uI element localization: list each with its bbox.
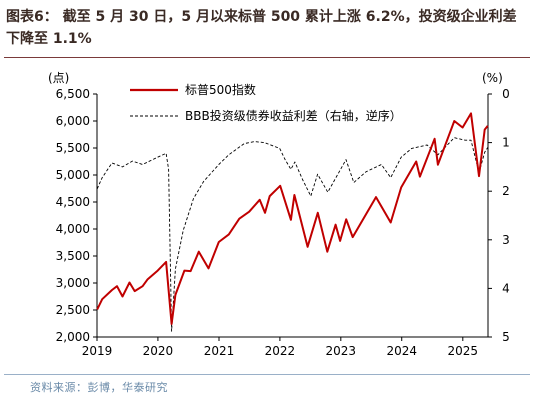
x-tick-label: 2022 (265, 344, 296, 358)
legend: 标普500指数 BBB投资级债券收益利差（右轴，逆序） (130, 82, 402, 123)
x-tick-label: 2020 (143, 344, 174, 358)
chart-svg: 2,000 2,500 3,000 3,500 4,000 4,500 5,000 5,500… (48, 71, 510, 358)
x-tick-label: 2019 (82, 344, 113, 358)
left-tick-label: 2,500 (56, 303, 90, 317)
right-tick-label: 5 (502, 330, 510, 344)
source-divider (4, 374, 530, 375)
legend-label-bbb-spread: BBB投资级债券收益利差（右轴，逆序） (185, 108, 402, 123)
series-line-bbb-spread (96, 137, 489, 332)
axes-layer: 2,000 2,500 3,000 3,500 4,000 4,500 5,000 5,500… (48, 71, 510, 358)
x-tick-label: 2021 (204, 344, 235, 358)
x-tick-label: 2023 (326, 344, 357, 358)
left-tick-label: 5,500 (56, 141, 90, 155)
x-tick-label: 2024 (386, 344, 417, 358)
left-axis-unit: (点) (48, 71, 69, 85)
right-tick-label: 4 (502, 281, 510, 295)
left-tick-label: 6,000 (56, 114, 90, 128)
right-axis-unit: (%) (482, 71, 503, 85)
chart-title: 图表6： 截至 5 月 30 日，5 月以来标普 500 累计上涨 6.2%，投… (6, 9, 517, 47)
series-layer (96, 112, 489, 332)
right-tick-label: 3 (502, 233, 510, 247)
left-tick-label: 4,000 (56, 222, 90, 236)
legend-label-sp500: 标普500指数 (185, 82, 256, 97)
right-tick-label: 0 (502, 87, 510, 101)
title-divider (4, 57, 530, 58)
left-tick-label: 3,000 (56, 276, 90, 290)
left-tick-label: 2,000 (56, 330, 90, 344)
left-tick-label: 6,500 (56, 87, 90, 101)
left-tick-label: 4,500 (56, 195, 90, 209)
source-note: 资料来源：彭博，华泰研究 (30, 381, 168, 394)
right-tick-label: 2 (502, 184, 510, 198)
right-tick-label: 1 (502, 136, 510, 150)
left-tick-label: 5,000 (56, 168, 90, 182)
left-tick-label: 3,500 (56, 249, 90, 263)
x-tick-label: 2025 (448, 344, 479, 358)
series-line-sp500 (96, 112, 489, 325)
